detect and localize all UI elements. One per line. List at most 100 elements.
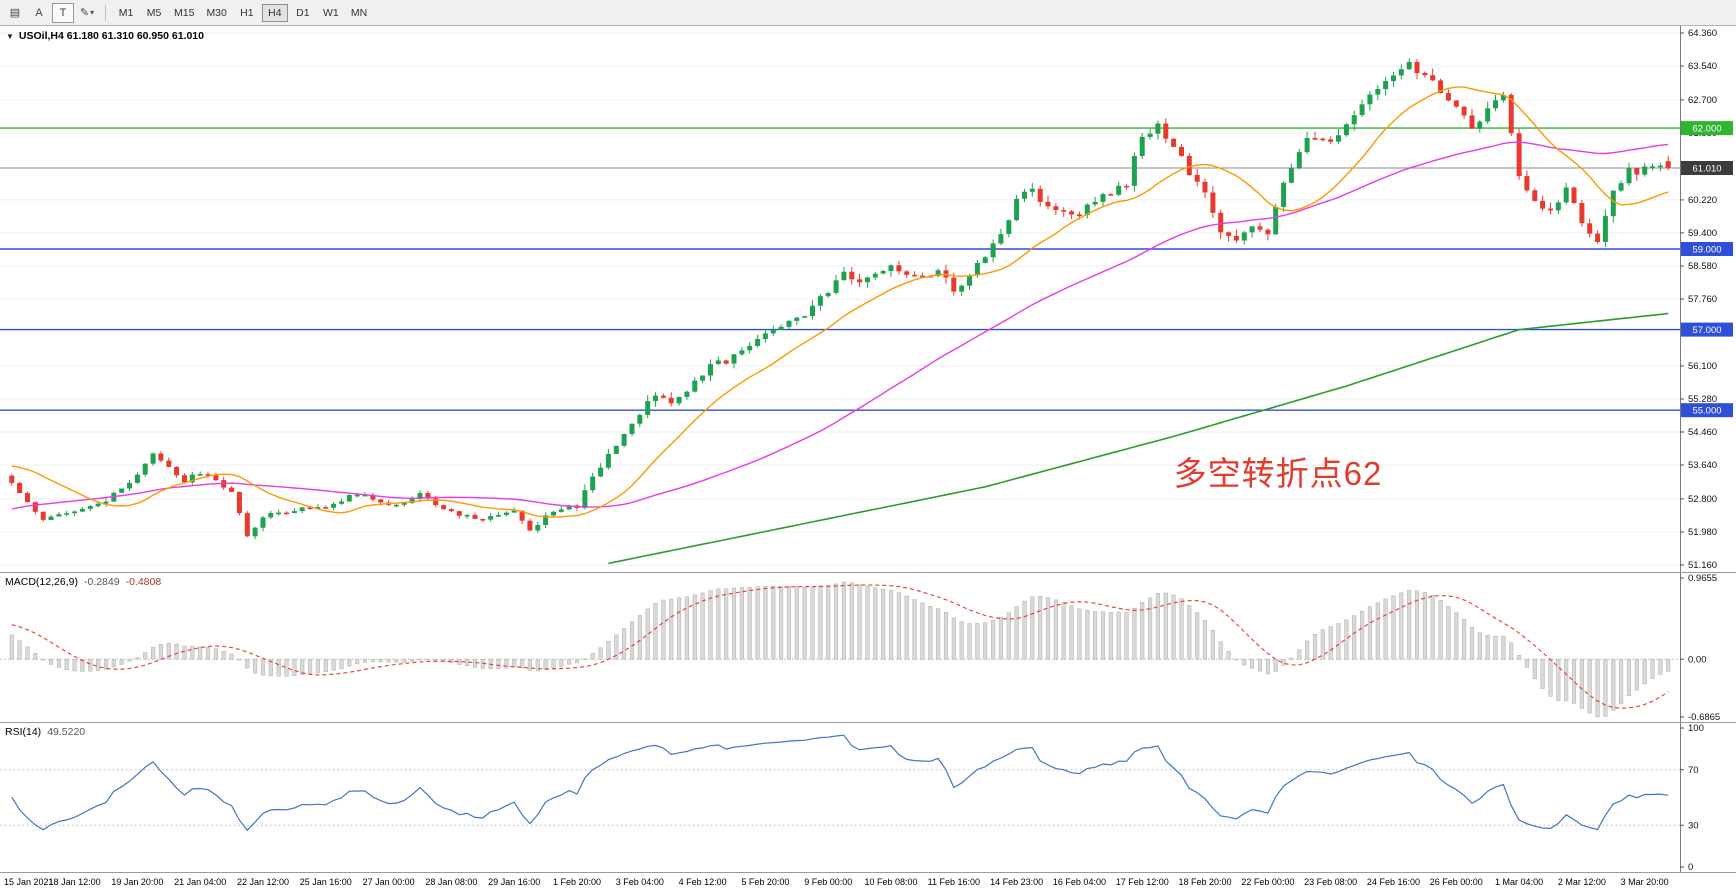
price-axis-label: 57.760 [1688,294,1717,305]
candle [441,504,447,510]
candle [284,511,289,515]
timeframe-d1-button[interactable]: D1 [290,4,316,22]
text-frame-button[interactable]: T [52,2,74,23]
macd-bar [339,658,344,669]
macd-canvas[interactable]: 0.9655 0.00 -0.6865 [0,573,1736,722]
timeframe-h4-button[interactable]: H4 [261,3,288,22]
macd-bar [119,658,124,665]
macd-bar [700,592,705,660]
timeframe-m15-button[interactable]: M15 [169,4,199,22]
candle [715,356,721,365]
macd-bar [669,598,674,660]
timeframe-m1-button[interactable]: M1 [113,4,139,22]
macd-bar [779,585,784,660]
candle [252,526,258,540]
macd-bar [1360,610,1365,660]
candle [417,490,423,502]
candle [291,508,297,514]
candle [817,294,823,311]
date-label: 24 Feb 16:00 [1366,877,1420,887]
timeframe-m30-button[interactable]: M30 [201,4,231,22]
candle [1477,119,1483,133]
macd-bar [1540,658,1545,689]
date-axis: 15 Jan 2021 18 Jan 12:00 19 Jan 20:00 21 Ja… [0,872,1736,893]
macd-bar [747,587,752,660]
candle [605,448,611,470]
macd-bar [763,585,768,660]
timeframe-m5-button[interactable]: M5 [141,4,167,22]
candle [40,511,46,522]
macd-bar [1571,658,1577,704]
ma-slow-line [608,312,1669,565]
candle [708,359,713,382]
macd-bar [496,658,501,669]
macd-bar [41,658,46,661]
candle [1493,94,1498,112]
price-axis-label: 59.400 [1688,228,1717,239]
macd-bar [1477,632,1482,660]
candle [1500,91,1506,103]
macd-bar [1163,592,1168,660]
macd-axis-label: -0.6865 [1688,712,1720,722]
date-label: 3 Feb 04:00 [615,877,664,887]
candle [1414,58,1420,80]
date-label: 11 Feb 16:00 [927,877,981,887]
macd-bar [33,653,38,660]
candle [1124,184,1129,190]
macd-bar [896,592,901,660]
price-axis-label: 56.100 [1688,361,1717,372]
macd-bar [739,587,744,660]
candle [1288,163,1294,184]
candle [1602,209,1608,248]
candle [480,518,486,523]
candle [1257,222,1263,232]
macd-bar [873,587,878,660]
macd-bar [936,608,941,660]
macd-bar [983,622,988,660]
date-label: 18 Feb 20:00 [1178,877,1232,887]
macd-bar [818,585,823,660]
macd-bar [9,634,14,660]
candle [645,395,651,419]
macd-bar [96,658,101,671]
candle [1202,178,1208,199]
candle [1461,105,1467,119]
candle [1233,229,1239,243]
timeframe-mn-button[interactable]: MN [346,4,372,22]
macd-bar [127,658,132,662]
candle [637,413,643,428]
candle [1296,149,1302,170]
candle [1171,138,1177,148]
price-gridlines [0,32,1680,566]
candle [558,506,564,513]
rsi-canvas[interactable]: 100 70 30 0 [0,723,1736,872]
macd-bar [237,658,242,661]
macd-bar [417,658,423,661]
macd-bar [1006,612,1011,660]
candle [519,510,525,524]
macd-bar [841,581,846,660]
candle [1312,132,1318,140]
candle [1194,168,1200,187]
candle [1579,200,1585,227]
macd-bar [25,646,30,660]
candle [880,269,886,275]
macd-bar [559,658,564,667]
timeframe-h1-button[interactable]: H1 [234,4,260,22]
chart-area: 64.36063.54062.70061.88060.22059.40058.5… [0,26,1736,893]
candle [676,396,682,406]
candle [786,320,792,329]
macd-bar [504,658,509,669]
macd-histogram [9,581,1671,718]
macd-bar [1595,658,1600,718]
price-chart-canvas[interactable]: 64.36063.54062.70061.88060.22059.40058.5… [0,26,1736,572]
chart-objects-button[interactable]: ▤ [4,3,26,23]
text-label-button[interactable]: A [28,3,50,23]
candle [1100,192,1106,206]
timeframe-w1-button[interactable]: W1 [318,4,344,22]
macd-bar [1619,658,1624,705]
candle [1445,89,1451,102]
draw-tools-dropdown-button[interactable]: ✎ ▾ [76,3,98,23]
candle [134,472,140,484]
